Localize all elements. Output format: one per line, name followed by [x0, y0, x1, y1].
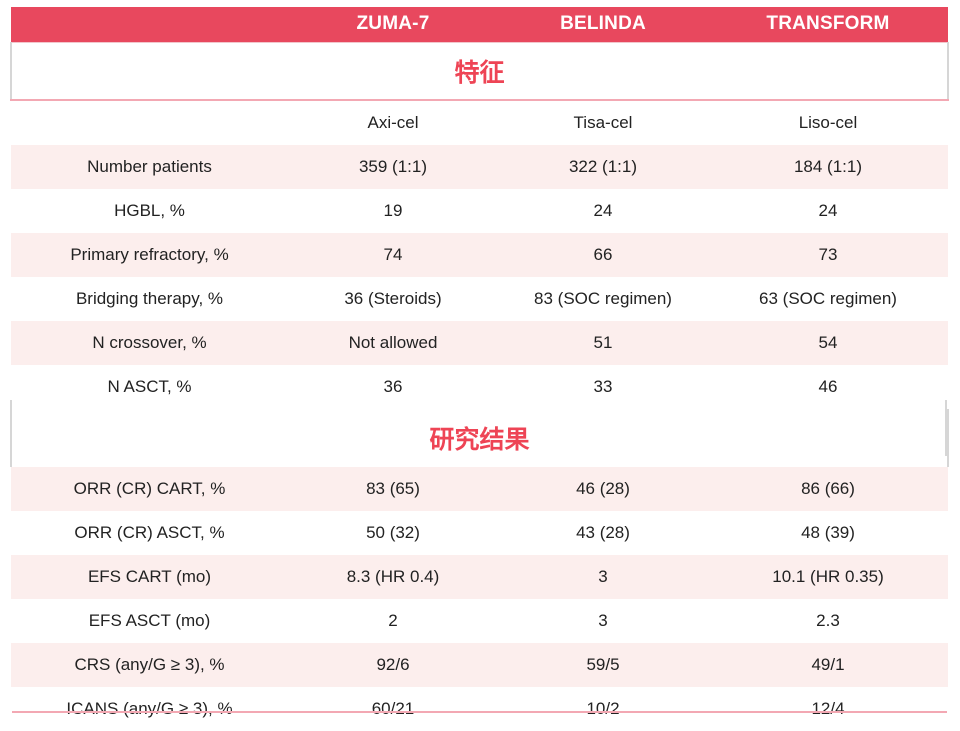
cell-belinda: 46 (28)	[498, 467, 708, 511]
cell-belinda: Tisa-cel	[498, 100, 708, 145]
cell-belinda: 3	[498, 599, 708, 643]
section-divider-row: 研究结果	[11, 409, 948, 467]
cell-belinda: 51	[498, 321, 708, 365]
cell-zuma7: 36	[288, 365, 498, 409]
row-label	[11, 100, 288, 145]
divider-tick-right	[945, 400, 947, 456]
cell-transform: 2.3	[708, 599, 948, 643]
cell-belinda: 59/5	[498, 643, 708, 687]
table-row: ORR (CR) ASCT, %50 (32)43 (28)48 (39)	[11, 511, 948, 555]
column-header-row: ZUMA-7 BELINDA TRANSFORM	[11, 7, 948, 43]
cell-transform: 10.1 (HR 0.35)	[708, 555, 948, 599]
row-label: N crossover, %	[11, 321, 288, 365]
column-header-belinda: BELINDA	[498, 7, 708, 43]
cell-transform: Liso-cel	[708, 100, 948, 145]
row-label: Primary refractory, %	[11, 233, 288, 277]
cell-transform: 12/4	[708, 687, 948, 731]
table-bottom-rule	[12, 711, 947, 713]
cell-belinda: 83 (SOC regimen)	[498, 277, 708, 321]
cell-transform: 63 (SOC regimen)	[708, 277, 948, 321]
table-header: ZUMA-7 BELINDA TRANSFORM	[11, 7, 948, 43]
row-label: Bridging therapy, %	[11, 277, 288, 321]
cell-zuma7: 83 (65)	[288, 467, 498, 511]
section-divider-row: 特征	[11, 43, 948, 101]
cell-zuma7: 92/6	[288, 643, 498, 687]
row-label: ORR (CR) ASCT, %	[11, 511, 288, 555]
cell-zuma7: 36 (Steroids)	[288, 277, 498, 321]
cell-transform: 46	[708, 365, 948, 409]
table-row: Bridging therapy, %36 (Steroids)83 (SOC …	[11, 277, 948, 321]
cell-transform: 24	[708, 189, 948, 233]
row-label: ICANS (any/G ≥ 3), %	[11, 687, 288, 731]
cell-zuma7: Not allowed	[288, 321, 498, 365]
column-header-blank	[11, 7, 288, 43]
column-header-zuma7: ZUMA-7	[288, 7, 498, 43]
row-label: HGBL, %	[11, 189, 288, 233]
cell-belinda: 43 (28)	[498, 511, 708, 555]
cell-zuma7: 359 (1:1)	[288, 145, 498, 189]
cell-belinda: 24	[498, 189, 708, 233]
cell-belinda: 33	[498, 365, 708, 409]
cell-zuma7: 19	[288, 189, 498, 233]
row-label: EFS ASCT (mo)	[11, 599, 288, 643]
divider-tick-left	[10, 400, 12, 456]
cell-belinda: 322 (1:1)	[498, 145, 708, 189]
table-row: ORR (CR) CART, %83 (65)46 (28)86 (66)	[11, 467, 948, 511]
cell-belinda: 66	[498, 233, 708, 277]
cell-zuma7: 74	[288, 233, 498, 277]
cell-zuma7: 8.3 (HR 0.4)	[288, 555, 498, 599]
cell-transform: 86 (66)	[708, 467, 948, 511]
column-header-transform: TRANSFORM	[708, 7, 948, 43]
cell-transform: 184 (1:1)	[708, 145, 948, 189]
cell-belinda: 3	[498, 555, 708, 599]
cell-transform: 54	[708, 321, 948, 365]
cell-zuma7: 2	[288, 599, 498, 643]
row-label: N ASCT, %	[11, 365, 288, 409]
row-label: ORR (CR) CART, %	[11, 467, 288, 511]
cell-transform: 49/1	[708, 643, 948, 687]
cell-zuma7: Axi-cel	[288, 100, 498, 145]
row-label: CRS (any/G ≥ 3), %	[11, 643, 288, 687]
cell-belinda: 10/2	[498, 687, 708, 731]
row-label: Number patients	[11, 145, 288, 189]
cell-transform: 48 (39)	[708, 511, 948, 555]
cell-zuma7: 60/21	[288, 687, 498, 731]
section-title: 特征	[11, 43, 948, 101]
cell-transform: 73	[708, 233, 948, 277]
cell-zuma7: 50 (32)	[288, 511, 498, 555]
section-title: 研究结果	[11, 409, 948, 467]
row-label: EFS CART (mo)	[11, 555, 288, 599]
